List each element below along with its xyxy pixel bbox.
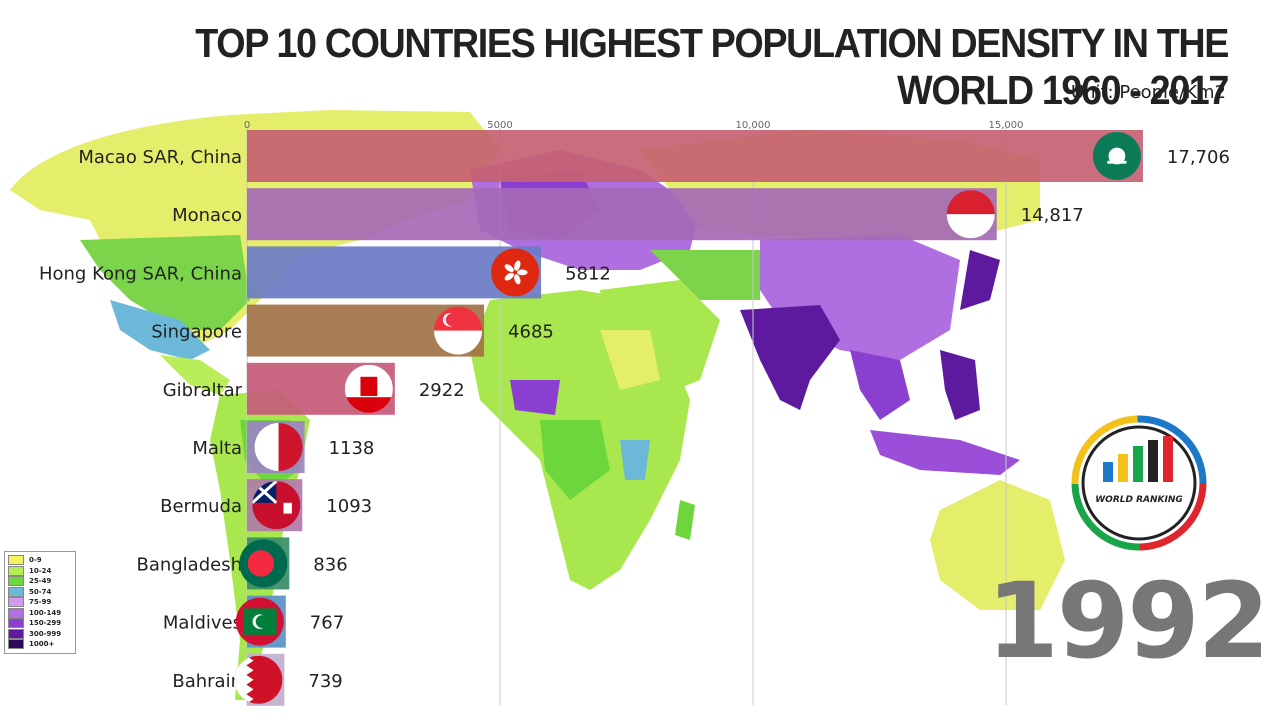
legend-item: 25-49 [8,576,72,587]
legend-label: 10-24 [29,566,52,575]
legend-swatch [8,618,24,629]
legend-label: 100-149 [29,608,62,617]
legend-item: 300-999 [8,628,72,640]
macao-flag-icon [1092,132,1141,180]
category-label: Bangladesh [136,554,242,575]
legend-item: 0-9 [8,555,72,566]
legend-label: 150-299 [29,619,62,628]
maldives-flag-icon [235,597,284,646]
legend-label: 1000+ [29,640,55,649]
value-label: 4685 [508,322,554,343]
category-label: Bahrain [172,671,242,692]
category-label: Singapore [151,322,242,343]
hong-kong-flag-icon [491,248,540,297]
legend-label: 50-74 [29,587,52,596]
legend-swatch [8,639,24,650]
category-label: Bermuda [160,496,242,517]
legend-label: 0-9 [29,556,42,565]
x-tick-label: 0 [244,120,250,131]
malta-flag-icon [254,423,303,471]
gibraltar-flag-icon [344,364,393,413]
legend-swatch [8,597,24,608]
value-label: 1093 [326,496,372,517]
category-label: Hong Kong SAR, China [39,263,242,284]
value-label: 17,706 [1167,147,1230,168]
category-label: Malta [192,438,242,459]
chart-title: TOP 10 COUNTRIES HIGHEST POPULATION DENS… [195,20,1229,113]
category-label: Macao SAR, China [78,147,242,168]
bangladesh-flag-icon [239,539,288,588]
bar [247,130,1143,182]
legend-item: 10-24 [8,565,72,577]
legend-swatch [8,628,24,639]
legend-item: 150-299 [8,618,72,629]
singapore-flag-icon [434,306,483,355]
legend-swatch [8,607,24,618]
value-label: 739 [308,671,342,692]
value-label: 5812 [565,263,611,284]
x-tick-label: 5000 [487,120,512,131]
bermuda-flag-icon [252,481,301,530]
legend-item: 1000+ [8,639,72,650]
legend-item: 50-74 [8,586,72,598]
legend-item: 75-99 [8,597,72,608]
value-label: 836 [313,554,347,575]
monaco-flag-icon [946,190,995,239]
legend-swatch [8,576,24,587]
category-label: Monaco [172,205,242,226]
legend-label: 25-49 [29,577,52,586]
value-label: 14,817 [1021,205,1084,226]
legend-label: 300-999 [29,629,62,638]
value-label: 767 [310,613,344,634]
bar [247,188,997,241]
world-ranking-logo: WORLD RANKING [1071,415,1207,551]
legend-swatch [8,565,24,576]
value-label: 2922 [419,380,465,401]
category-label: Maldives [163,613,242,634]
bahrain-flag-icon [234,655,283,704]
legend-item: 100-149 [8,607,72,619]
unit-label: Unit: People/Km2 [1070,82,1226,103]
category-label: Gibraltar [163,380,243,401]
x-tick-label: 10,000 [736,120,771,131]
color-legend: 0-9 10-24 25-49 50-74 75-99 100-149 150-299 300… [4,551,76,654]
logo-text: WORLD RANKING [1095,495,1183,505]
legend-swatch [8,586,24,597]
x-tick-label: 15,000 [989,120,1024,131]
value-label: 1138 [329,438,375,459]
legend-label: 75-99 [29,598,52,607]
legend-swatch [8,555,24,566]
year-label: 1992 [986,560,1270,682]
